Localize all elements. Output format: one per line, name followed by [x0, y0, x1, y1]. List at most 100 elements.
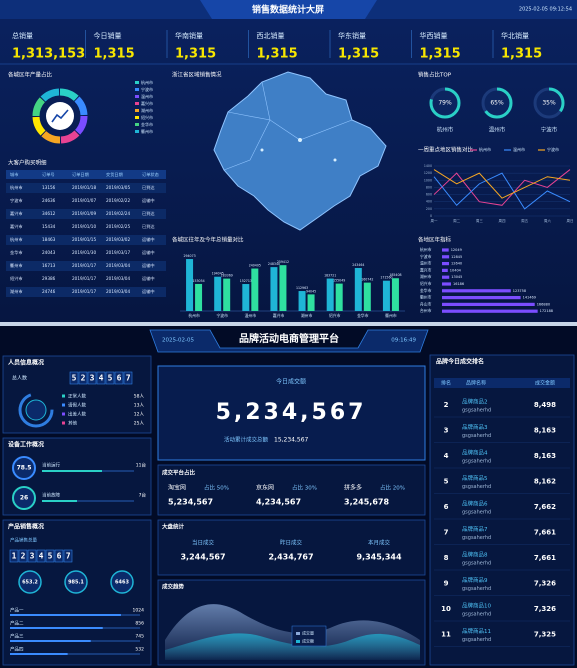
bar-value-label: 183721: [324, 274, 336, 278]
section-title: 各城区年产量占比: [8, 71, 53, 79]
table-cell: 运输中: [142, 288, 155, 295]
brand-code: gsgsaherhd: [462, 459, 491, 465]
bar: [442, 282, 451, 286]
brand-name: 品牌商品6: [462, 500, 488, 508]
table-cell: 24043: [42, 250, 56, 255]
progress-track: [42, 500, 134, 502]
table-cell: 2019/01/30: [72, 250, 96, 255]
bar-value-label: 12640: [451, 262, 462, 266]
donut-segment: [32, 88, 88, 144]
x-tick-label: 嘉兴市: [273, 313, 285, 318]
bar: [391, 278, 399, 311]
bar: [354, 267, 362, 311]
summary-value: 3,244,567: [180, 553, 225, 562]
panel-title: 成交平台占比: [162, 469, 196, 477]
table-header: 排名: [441, 380, 451, 387]
title-plate: [200, 0, 377, 19]
panel-title: 人员信息概况: [8, 359, 44, 367]
digit-box: [96, 371, 106, 385]
summary-value: 9,345,344: [356, 553, 401, 562]
category-label: 绍兴市: [420, 281, 432, 286]
bar: [186, 259, 194, 311]
summary-label: 本月成交: [368, 539, 391, 547]
brand-name: 品牌商品9: [462, 576, 488, 584]
trend-area: [165, 633, 420, 660]
bar: [10, 614, 121, 616]
bar: [10, 653, 68, 655]
bar-value-label: 248340: [268, 262, 280, 266]
bar: [242, 284, 250, 311]
bar-value-label: 12049: [451, 248, 462, 252]
kpi-value: 1,315: [501, 47, 542, 62]
table-cell: 2019/01/07: [72, 198, 96, 203]
map-dot: [298, 138, 302, 142]
x-tick-label: 周五: [521, 218, 529, 223]
table-header: 品牌名称: [466, 380, 486, 387]
table-cell: 运输中: [142, 249, 155, 256]
legend-swatch: [296, 632, 300, 635]
legend-swatch: [135, 95, 139, 98]
row-value: 7台: [139, 492, 147, 499]
map-shape: [213, 71, 387, 231]
table-cell: 嘉兴市: [10, 210, 23, 217]
x-tick-label: 周一: [431, 218, 439, 223]
table-cell: 运输中: [142, 262, 155, 269]
platform-share: 占比 20%: [380, 484, 405, 492]
donut-segment: [32, 88, 88, 144]
rank: 11: [441, 631, 451, 639]
row-label: 产品二: [10, 620, 24, 627]
x-tick-label: 周三: [476, 218, 483, 223]
table-header-bg: [6, 170, 166, 179]
table-cell: 衢州市: [10, 262, 23, 269]
ring-value: 26: [20, 495, 28, 502]
line-series: [433, 169, 571, 206]
bar-value-label: 123758: [513, 289, 526, 293]
category-label: 湖州市: [420, 274, 432, 279]
digit-box: [105, 371, 115, 385]
digit-box: [123, 371, 133, 385]
table-cell: 绍兴市: [10, 275, 23, 282]
donut-segment: [32, 88, 88, 144]
table-cell: 34612: [42, 211, 56, 216]
bar: [442, 289, 511, 293]
legend-swatch: [135, 102, 139, 105]
brand-name: 品牌商品4: [462, 449, 488, 457]
legend-swatch: [62, 394, 65, 398]
digit-box: [69, 371, 79, 385]
map-border: [261, 81, 353, 141]
table-cell: 24746: [42, 289, 56, 294]
brand-code: gsgsaherhd: [462, 612, 491, 618]
x-tick-label: 绍兴市: [329, 313, 341, 318]
legend-swatch: [135, 116, 139, 119]
table-cell: 2019/03/04: [106, 276, 130, 281]
title: 销售数据统计大屏: [252, 4, 324, 16]
bar-value-label: 153054: [192, 279, 204, 283]
kpi-label: 华北销量: [501, 31, 529, 40]
brand-value: 8,498: [534, 401, 556, 409]
table-cell: 2019/03/02: [106, 237, 130, 242]
bar: [270, 267, 278, 311]
legend-swatch: [135, 88, 139, 91]
digit-box: [87, 371, 97, 385]
bar-value-label: 16186: [453, 282, 464, 286]
bar-value-label: 294073: [183, 254, 195, 258]
screen-divider: [0, 322, 577, 326]
bar: [251, 268, 259, 311]
donut-icon: [51, 109, 69, 123]
legend-label: 温州市: [513, 146, 525, 152]
brand-code: gsgsaherhd: [462, 433, 491, 439]
title: 品牌活动电商管理平台: [239, 332, 339, 345]
bar: [10, 627, 103, 629]
brand-name: 品牌商品3: [462, 423, 488, 431]
platform-name: 京东网: [256, 484, 274, 492]
brand-name: 品牌商品5: [462, 474, 488, 482]
kpi-value: 1,315: [257, 47, 298, 62]
digit-box: [45, 549, 55, 563]
label: 总人数: [12, 375, 27, 382]
brand-name: 品牌商品10: [462, 602, 491, 610]
row-value: 25人: [134, 421, 145, 427]
bar-value-label: 13045: [451, 275, 462, 279]
x-tick-label: 杭州市: [188, 313, 200, 318]
rank: 3: [444, 427, 449, 435]
table-cell: 2019/01/17: [72, 276, 96, 281]
